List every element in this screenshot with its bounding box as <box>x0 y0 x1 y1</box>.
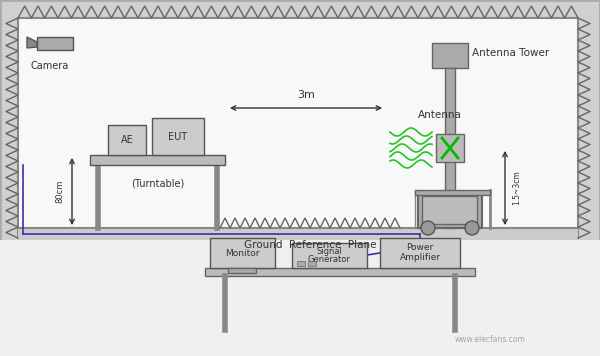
Bar <box>418 193 482 228</box>
Bar <box>18 18 578 238</box>
Text: 80cm: 80cm <box>56 180 65 203</box>
Text: 1.5~3cm: 1.5~3cm <box>512 171 521 205</box>
Bar <box>228 268 256 273</box>
Bar <box>432 43 468 68</box>
Bar <box>380 238 460 268</box>
Bar <box>308 261 316 266</box>
Bar <box>415 190 490 195</box>
Polygon shape <box>37 37 73 50</box>
Text: Antenna Tower: Antenna Tower <box>472 48 549 58</box>
Text: 3m: 3m <box>297 90 315 100</box>
Bar <box>108 125 146 155</box>
Text: Signal: Signal <box>316 246 342 256</box>
Bar <box>18 228 578 240</box>
Text: Power: Power <box>406 244 434 252</box>
Bar <box>445 68 455 228</box>
Bar <box>292 243 367 268</box>
Text: www.elecfans.com: www.elecfans.com <box>455 335 526 345</box>
Text: (Turntable): (Turntable) <box>131 178 184 188</box>
Text: EUT: EUT <box>169 131 188 141</box>
Bar <box>297 261 305 266</box>
Bar <box>436 134 464 162</box>
Text: Camera: Camera <box>31 61 69 71</box>
Text: Ground  Reference  Plane: Ground Reference Plane <box>244 240 376 250</box>
Bar <box>210 238 275 268</box>
Bar <box>205 268 475 276</box>
Circle shape <box>465 221 479 235</box>
Circle shape <box>421 221 435 235</box>
Bar <box>90 155 225 165</box>
Text: Antenna: Antenna <box>418 110 462 120</box>
Bar <box>422 196 477 224</box>
Text: Generator: Generator <box>308 256 350 265</box>
Polygon shape <box>27 37 37 48</box>
Text: AE: AE <box>121 135 133 145</box>
Text: Monitor: Monitor <box>225 248 259 257</box>
Text: Amplifier: Amplifier <box>400 253 440 262</box>
Bar <box>0 240 600 356</box>
Bar <box>152 118 204 155</box>
